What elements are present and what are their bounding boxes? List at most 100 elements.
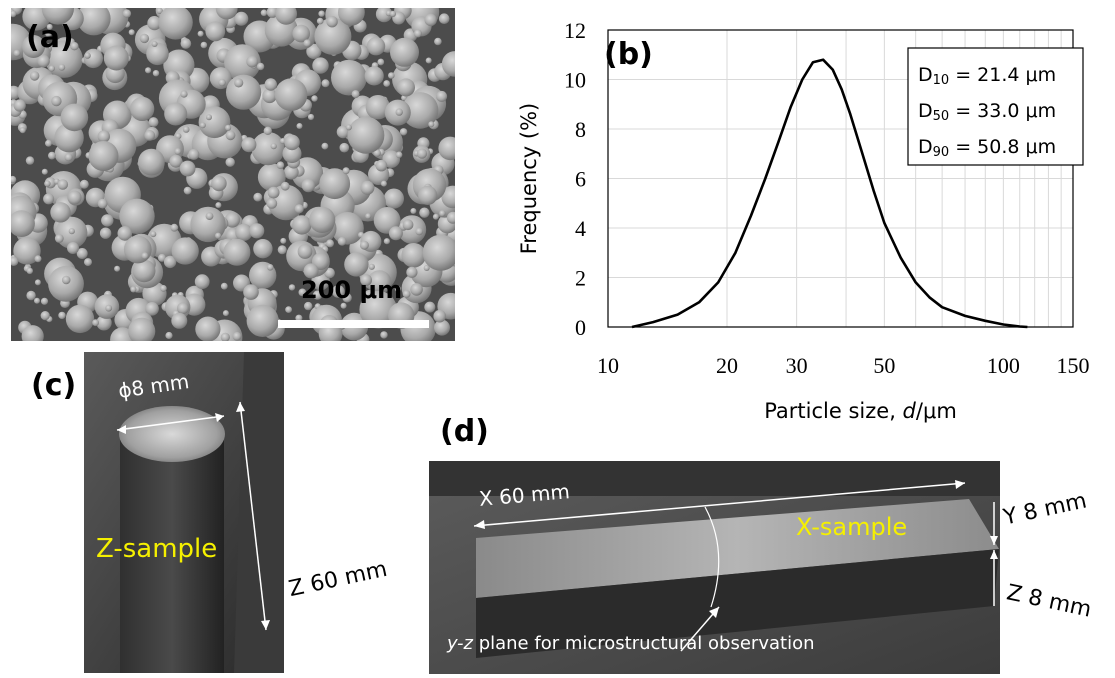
powder-particle bbox=[138, 148, 165, 176]
powder-particle bbox=[84, 52, 91, 59]
x-tick-label: 10 bbox=[597, 353, 619, 378]
powder-particle bbox=[280, 181, 290, 191]
d-value-line: D90 = 50.8 μm bbox=[918, 136, 1056, 160]
powder-particle bbox=[40, 297, 49, 305]
y-tick-label: 8 bbox=[575, 117, 586, 142]
powder-particle bbox=[40, 311, 50, 321]
powder-particle bbox=[61, 275, 71, 285]
powder-particle bbox=[253, 239, 273, 259]
powder-particle bbox=[298, 288, 307, 297]
powder-particle bbox=[394, 285, 401, 293]
powder-particle bbox=[21, 325, 44, 341]
powder-particle bbox=[312, 57, 329, 74]
powder-particle bbox=[326, 239, 334, 248]
powder-particle bbox=[215, 232, 222, 239]
powder-particle bbox=[364, 66, 384, 86]
powder-particle bbox=[54, 234, 64, 243]
powder-particle bbox=[257, 163, 286, 192]
powder-particle bbox=[223, 238, 251, 266]
powder-particle bbox=[180, 90, 188, 98]
powder-particle bbox=[347, 116, 385, 154]
powder-particle bbox=[145, 67, 152, 74]
powder-particle bbox=[243, 284, 259, 300]
powder-particle bbox=[117, 226, 133, 241]
powder-particle bbox=[326, 16, 338, 28]
powder-particle bbox=[130, 96, 155, 121]
powder-particle bbox=[169, 154, 183, 168]
plane-caption: y-z plane for microstructural observatio… bbox=[447, 633, 815, 654]
powder-particle bbox=[46, 23, 53, 30]
powder-particle bbox=[270, 143, 277, 150]
powder-particle bbox=[367, 270, 392, 294]
powder-particle bbox=[285, 306, 292, 313]
powder-particle bbox=[180, 38, 192, 49]
powder-particle bbox=[365, 95, 391, 120]
powder-particle bbox=[419, 207, 430, 218]
powder-particle bbox=[48, 151, 56, 160]
powder-particle bbox=[263, 126, 272, 135]
powder-particle bbox=[96, 315, 112, 331]
powder-particle bbox=[360, 274, 372, 286]
powder-particle bbox=[438, 136, 455, 161]
powder-particle bbox=[130, 286, 137, 293]
powder-particle bbox=[222, 310, 229, 317]
powder-particle bbox=[246, 304, 279, 337]
powder-particle bbox=[321, 142, 329, 150]
powder-particle bbox=[303, 39, 312, 47]
powder-particle bbox=[150, 231, 157, 238]
powder-particle bbox=[209, 67, 232, 90]
powder-particle bbox=[266, 264, 274, 271]
powder-particle bbox=[388, 226, 403, 241]
powder-particle bbox=[301, 178, 316, 193]
powder-particle bbox=[114, 265, 121, 272]
powder-particle bbox=[344, 252, 369, 277]
powder-particle bbox=[97, 198, 108, 209]
powder-particle bbox=[360, 180, 375, 195]
powder-particle bbox=[345, 124, 352, 131]
powder-particle bbox=[119, 198, 155, 234]
powder-particle bbox=[292, 215, 312, 235]
powder-particle bbox=[103, 45, 129, 71]
powder-particle bbox=[197, 30, 204, 37]
panel-label-c: (c) bbox=[31, 368, 77, 403]
y-tick-label: 4 bbox=[575, 216, 586, 241]
powder-particle bbox=[206, 114, 212, 121]
z-sample-photo: ϕ8 mm Z-sample bbox=[84, 352, 284, 673]
powder-particle bbox=[67, 190, 82, 205]
powder-particle bbox=[132, 259, 156, 283]
powder-particle bbox=[241, 137, 257, 153]
powder-particle bbox=[139, 33, 150, 44]
powder-particle bbox=[425, 57, 432, 64]
powder-particle bbox=[314, 17, 352, 55]
scale-bar-label: 200 μm bbox=[301, 276, 403, 304]
x-tick-label: 100 bbox=[987, 353, 1020, 378]
powder-particle bbox=[438, 13, 450, 24]
powder-particle bbox=[160, 285, 167, 292]
powder-particle bbox=[249, 223, 265, 239]
powder-particle bbox=[105, 304, 113, 312]
powder-particle bbox=[194, 274, 210, 290]
powder-particle bbox=[45, 30, 52, 38]
powder-particle bbox=[77, 8, 111, 36]
powder-particle bbox=[283, 164, 299, 180]
powder-particle bbox=[251, 132, 285, 166]
powder-particle bbox=[418, 185, 438, 205]
powder-particle bbox=[146, 42, 169, 66]
x-sample-label: X-sample bbox=[796, 513, 908, 541]
powder-particle bbox=[276, 161, 285, 169]
powder-particle bbox=[148, 117, 159, 128]
powder-particle bbox=[195, 316, 221, 341]
powder-particle bbox=[336, 125, 350, 139]
powder-particle bbox=[60, 103, 89, 132]
powder-particle bbox=[342, 167, 350, 175]
powder-particle bbox=[401, 92, 439, 129]
x-tick-label: 50 bbox=[873, 353, 895, 378]
powder-particle bbox=[151, 41, 158, 47]
powder-particle bbox=[319, 168, 351, 200]
powder-particle bbox=[200, 41, 208, 49]
powder-particle bbox=[234, 11, 249, 26]
powder-particle bbox=[434, 37, 442, 46]
powder-particle bbox=[218, 78, 226, 87]
powder-particle bbox=[294, 204, 304, 214]
powder-particle bbox=[44, 180, 51, 187]
